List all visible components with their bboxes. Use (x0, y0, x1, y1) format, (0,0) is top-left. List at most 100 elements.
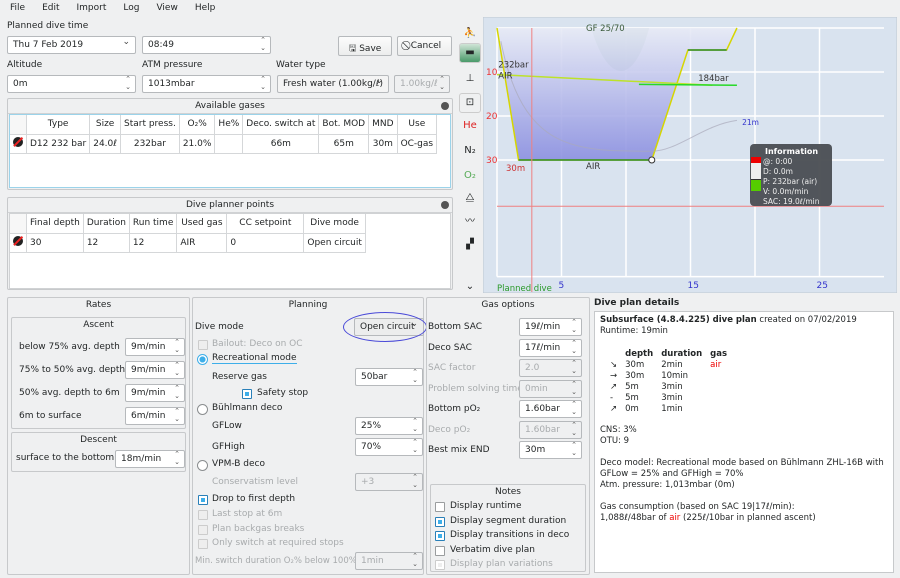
gas-option-input[interactable]: 30m (519, 441, 582, 459)
gas-option-input[interactable]: 1.60bar (519, 400, 582, 418)
atm-pressure-input[interactable]: 1013mbar (142, 75, 271, 93)
menu-edit[interactable]: Edit (42, 3, 60, 13)
time-spinner[interactable]: 08:49 (142, 36, 271, 54)
handle-point[interactable] (648, 156, 656, 164)
gas-option-input[interactable]: 0min (519, 379, 582, 398)
cancel-button[interactable]: ⃠ Cancel (397, 36, 452, 56)
info-color-bar (751, 180, 761, 191)
table-cell[interactable]: 65m (318, 133, 370, 154)
notes-checkbox[interactable] (435, 560, 445, 570)
column-header[interactable]: Used gas (176, 214, 228, 234)
tissue-heatmap-icon[interactable]: ▬ (459, 43, 481, 63)
menu-view[interactable]: View (156, 3, 178, 13)
column-header[interactable]: MND (368, 115, 398, 135)
only-switch-checkbox[interactable] (198, 539, 208, 549)
column-header[interactable]: Run time (128, 214, 178, 234)
table-cell[interactable]: 232bar (119, 133, 180, 154)
table-cell[interactable]: 30 (26, 232, 84, 253)
dive-planner-points-panel: Dive planner points Final depth Duration R… (7, 197, 453, 290)
table-cell[interactable]: 24.0ℓ (89, 133, 121, 154)
reserve-gas-input[interactable]: 50bar (355, 368, 423, 386)
last-stop-checkbox[interactable] (198, 510, 208, 520)
table-cell[interactable]: 21.0% (178, 133, 216, 154)
gflow-input[interactable]: 25% (355, 417, 423, 435)
density-input[interactable]: 1.00kg/ℓ (394, 75, 450, 93)
deco-icon[interactable]: ⊡ (459, 93, 481, 113)
gas-option-input[interactable]: 2.0 (519, 359, 582, 377)
menu-import[interactable]: Import (76, 3, 107, 13)
gas-option-input[interactable]: 1.60bar (519, 420, 582, 439)
ceiling-icon[interactable]: ⛹ (463, 28, 477, 39)
dive-plan-details[interactable]: Subsurface (4.8.4.225) dive plan created… (594, 311, 894, 573)
altitude-input[interactable]: 0m (7, 75, 136, 93)
table-cell[interactable]: Open circuit (303, 232, 366, 253)
safety-stop-checkbox[interactable] (242, 389, 252, 399)
column-header[interactable]: Use (396, 115, 438, 135)
notes-checkbox[interactable] (435, 502, 445, 512)
column-header[interactable]: Size (89, 115, 121, 135)
table-cell[interactable]: D12 232 bar (25, 133, 91, 154)
he-icon[interactable]: He (463, 120, 477, 131)
min-switch-input[interactable]: 1min (355, 552, 423, 570)
add-gas-icon[interactable] (441, 102, 449, 110)
delete-row-icon[interactable] (10, 232, 27, 253)
add-point-icon[interactable] (441, 201, 449, 209)
vpmb-radio[interactable] (197, 460, 208, 471)
column-header[interactable]: Bot. MOD (318, 115, 370, 135)
n2-icon[interactable]: N₂ (464, 145, 476, 156)
column-header[interactable]: Final depth (26, 214, 84, 234)
table-cell[interactable]: 66m (242, 133, 320, 154)
descent-rate-input[interactable]: 18m/min (115, 450, 185, 468)
o2-icon[interactable]: O₂ (464, 170, 476, 181)
table-cell[interactable]: OC-gas (396, 133, 438, 154)
buhlmann-radio[interactable] (197, 404, 208, 415)
reserve-gas-label: Reserve gas (212, 372, 267, 382)
gfhigh-input[interactable]: 70% (355, 438, 423, 456)
bailout-checkbox[interactable] (198, 340, 208, 350)
drop-first-depth-checkbox[interactable] (198, 495, 208, 505)
menu-help[interactable]: Help (194, 3, 216, 13)
recreational-radio[interactable] (197, 354, 208, 365)
delete-row-icon[interactable] (10, 133, 27, 154)
more-chevron-icon[interactable]: ⌄ (465, 281, 475, 292)
table-row[interactable]: D12 232 bar 24.0ℓ 232bar 21.0% 66m 65m 30m OC-g… (10, 133, 438, 154)
water-type-select[interactable]: Fresh water (1.00kg/ℓ) (277, 75, 389, 93)
menu-log[interactable]: Log (123, 3, 140, 13)
ascent-rate-input[interactable]: 9m/min (125, 384, 185, 402)
backgas-checkbox[interactable] (198, 525, 208, 535)
table-cell[interactable]: 0 (226, 232, 305, 253)
notes-checkbox[interactable] (435, 531, 445, 541)
save-button[interactable]: 🖫 Save (338, 36, 392, 56)
ascent-rate-input[interactable]: 6m/min (125, 407, 185, 425)
table-cell[interactable]: AIR (176, 232, 228, 253)
color-icon[interactable]: ▞ (466, 239, 474, 250)
ascent-rate-input[interactable]: 9m/min (125, 338, 185, 356)
date-picker[interactable]: Thu 7 Feb 2019 (7, 36, 136, 54)
column-header[interactable]: O₂% (178, 115, 216, 135)
ascent-rate-input[interactable]: 9m/min (125, 361, 185, 379)
column-header[interactable]: CC setpoint (226, 214, 305, 234)
table-cell[interactable] (214, 133, 244, 154)
column-header[interactable]: Start press. (119, 115, 180, 135)
notes-checkbox[interactable] (435, 516, 445, 527)
column-header[interactable]: He% (214, 115, 244, 135)
ruler-icon[interactable]: ⧋ (465, 192, 475, 203)
table-cell[interactable]: 30m (368, 133, 398, 154)
table-cell[interactable]: 12 (82, 232, 130, 253)
column-header[interactable]: Type (25, 115, 91, 135)
table-cell[interactable]: 12 (128, 232, 178, 253)
profile-line-icon[interactable]: 〰 (465, 216, 475, 227)
notes-checkbox[interactable] (435, 545, 445, 556)
plan-heading: Subsurface (4.8.4.225) dive plan (600, 315, 757, 325)
gas-option-input[interactable]: 19ℓ/min (519, 318, 582, 336)
menu-file[interactable]: File (10, 3, 26, 13)
column-header[interactable]: Dive mode (303, 214, 366, 234)
column-header[interactable]: Deco. switch at (242, 115, 320, 135)
column-header[interactable]: Duration (82, 214, 130, 234)
calculated-ceiling-icon[interactable]: ⊥ (465, 73, 475, 84)
table-row[interactable]: 30 12 12 AIR 0 Open circuit (10, 232, 366, 253)
information-box[interactable] (750, 144, 832, 206)
gas-option-input[interactable]: 17ℓ/min (519, 338, 582, 357)
conservatism-input[interactable]: +3 (355, 473, 423, 491)
